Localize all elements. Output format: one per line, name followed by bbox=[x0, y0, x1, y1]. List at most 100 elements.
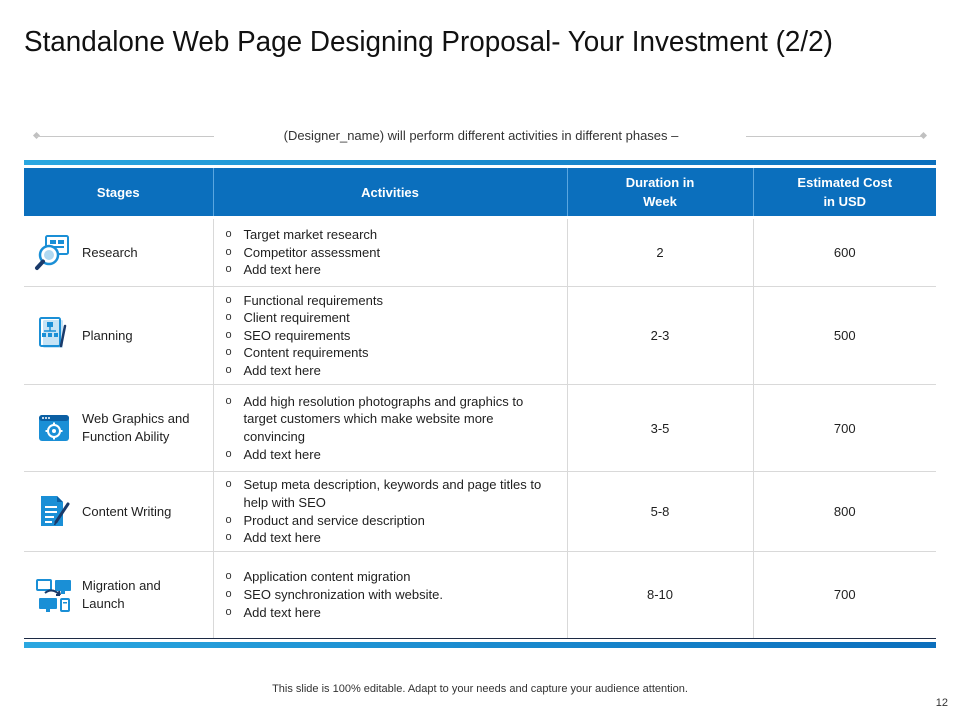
stage-cell: Content Writing bbox=[24, 471, 213, 552]
duration-cell: 3-5 bbox=[566, 384, 753, 472]
bullet: o bbox=[225, 605, 232, 618]
table-row: Web Graphics and Function Ability o Add hi… bbox=[24, 384, 936, 472]
bullet: o bbox=[225, 587, 232, 600]
planning-chart-icon bbox=[32, 316, 76, 356]
investment-table: Stages Activities Duration in Week Estima… bbox=[24, 168, 936, 638]
activities-cell: o Setup meta description, keywords and pa… bbox=[212, 471, 567, 552]
activity-text: Client requirement bbox=[243, 310, 350, 326]
header-duration-line2: Week bbox=[643, 194, 677, 209]
activity-text: Add text here bbox=[243, 604, 321, 620]
header-activities: Activities bbox=[212, 168, 567, 218]
list-item: o Product and service description bbox=[226, 512, 559, 530]
duration-cell: 5-8 bbox=[566, 471, 753, 552]
activity-text: Application content migration bbox=[243, 569, 411, 585]
header-duration: Duration in Week bbox=[566, 168, 753, 218]
list-item: o SEO requirements bbox=[226, 327, 559, 345]
subtitle-row: (Designer_name) will perform different a… bbox=[32, 126, 928, 148]
cost-cell: 500 bbox=[752, 286, 936, 385]
list-item: o Add text here bbox=[226, 604, 559, 622]
footer-note: This slide is 100% editable. Adapt to yo… bbox=[272, 683, 688, 695]
table-header-row: Stages Activities Duration in Week Estima… bbox=[24, 168, 936, 218]
bullet: o bbox=[225, 394, 232, 407]
stage-label: Web Graphics and Function Ability bbox=[82, 410, 189, 446]
migration-computers-icon bbox=[32, 575, 76, 615]
list-item: o Add text here bbox=[226, 362, 559, 380]
stage-label-line1: Web Graphics and bbox=[82, 411, 190, 426]
bullet: o bbox=[225, 328, 232, 341]
activities-cell: o Add high resolution photographs and gra… bbox=[212, 384, 567, 472]
cost-cell: 700 bbox=[752, 551, 936, 638]
table-bottom-accent-bar bbox=[24, 642, 936, 648]
stage-cell: Migration and Launch bbox=[24, 551, 213, 638]
stage-label-line2: Launch bbox=[82, 595, 125, 611]
activity-text: Product and service description bbox=[243, 512, 425, 528]
list-item: o Add text here bbox=[226, 261, 559, 279]
activity-text: SEO synchronization with website. bbox=[243, 586, 443, 602]
activities-cell: o Application content migration o SEO sync… bbox=[212, 551, 567, 638]
table-row: Migration and Launch o Application content… bbox=[24, 551, 936, 638]
bullet: o bbox=[225, 478, 232, 491]
duration-cell: 2 bbox=[566, 216, 753, 287]
stage-label: Planning bbox=[82, 327, 133, 343]
activity-text: Target market research bbox=[243, 227, 378, 243]
bullet: o bbox=[225, 570, 232, 583]
duration-cell: 8-10 bbox=[566, 551, 753, 638]
activity-text: SEO requirements bbox=[243, 327, 351, 343]
stage-label: Migration and Launch bbox=[82, 577, 161, 613]
bullet: o bbox=[225, 245, 232, 258]
web-graphics-window-icon bbox=[32, 408, 76, 448]
table-row: Content Writing o Setup meta description,… bbox=[24, 471, 936, 552]
header-cost: Estimated Cost in USD bbox=[752, 168, 936, 218]
bullet: o bbox=[225, 531, 232, 544]
activity-text: Competitor assessment bbox=[243, 244, 381, 260]
bullet: o bbox=[225, 363, 232, 376]
list-item: o Content requirements bbox=[226, 344, 559, 362]
bullet: o bbox=[225, 447, 232, 460]
table-bottom-rule bbox=[24, 638, 936, 639]
bullet: o bbox=[225, 293, 232, 306]
cost-cell: 700 bbox=[752, 384, 936, 472]
table-top-accent-bar bbox=[24, 160, 936, 165]
subtitle-divider-right bbox=[746, 136, 924, 137]
bullet: o bbox=[225, 513, 232, 526]
list-item: o Setup meta description, keywords and pa… bbox=[226, 476, 559, 511]
list-item: o Functional requirements bbox=[226, 292, 559, 310]
list-item: o Add high resolution photographs and gra… bbox=[226, 393, 559, 446]
list-item: o Application content migration bbox=[226, 568, 559, 586]
activity-text: Add text here bbox=[243, 362, 321, 378]
stage-label: Content Writing bbox=[82, 503, 172, 519]
content-writing-document-icon bbox=[32, 492, 76, 532]
list-item: o Target market research bbox=[226, 226, 559, 244]
list-item: o Client requirement bbox=[226, 309, 559, 327]
table-row: Research o Target market research o Compet… bbox=[24, 216, 936, 287]
stage-label-line1: Migration and bbox=[82, 577, 161, 593]
activities-cell: o Functional requirements o Client require… bbox=[212, 286, 567, 385]
subtitle: (Designer_name) will perform different a… bbox=[283, 128, 679, 143]
activity-text: Functional requirements bbox=[243, 292, 383, 308]
list-item: o Add text here bbox=[226, 529, 559, 547]
activity-text: Add text here bbox=[243, 530, 321, 546]
research-magnifier-icon bbox=[32, 233, 76, 273]
stage-cell: Research bbox=[24, 216, 213, 287]
bullet: o bbox=[225, 346, 232, 359]
header-stages: Stages bbox=[24, 168, 213, 218]
subtitle-divider-left bbox=[36, 136, 214, 137]
stage-label: Research bbox=[82, 244, 138, 260]
activity-text: Add text here bbox=[243, 262, 321, 278]
header-cost-line2: in USD bbox=[823, 194, 867, 209]
list-item: o Competitor assessment bbox=[226, 244, 559, 262]
stage-cell: Web Graphics and Function Ability bbox=[24, 384, 213, 472]
stage-label-line2: Function Ability bbox=[82, 429, 170, 444]
activity-text: Add text here bbox=[243, 446, 321, 462]
slide-title: Standalone Web Page Designing Proposal- … bbox=[24, 26, 833, 58]
cost-cell: 800 bbox=[752, 471, 936, 552]
stage-cell: Planning bbox=[24, 286, 213, 385]
page-number: 12 bbox=[935, 697, 948, 709]
header-cost-line1: Estimated Cost bbox=[797, 175, 893, 190]
bullet: o bbox=[225, 228, 232, 241]
activity-text: Setup meta description, keywords and pag… bbox=[243, 477, 542, 510]
bullet: o bbox=[225, 311, 232, 324]
cost-cell: 600 bbox=[752, 216, 936, 287]
bullet: o bbox=[225, 263, 232, 276]
header-duration-line1: Duration in bbox=[625, 175, 695, 190]
